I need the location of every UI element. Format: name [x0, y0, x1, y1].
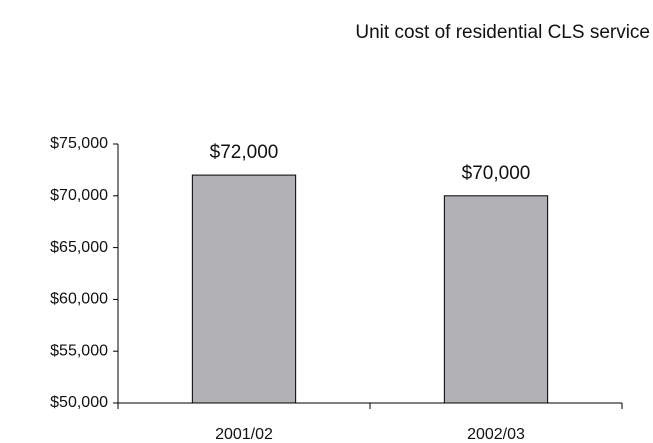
y-tick-label: $55,000 — [50, 342, 108, 359]
bar — [443, 195, 549, 404]
y-tick-label: $65,000 — [50, 239, 108, 256]
chart-title: Unit cost of residential CLS service — [355, 22, 650, 43]
bar — [191, 174, 297, 404]
x-tick-label: 2001/02 — [215, 426, 273, 443]
y-tick-label: $75,000 — [50, 135, 108, 152]
x-tick-label: 2002/03 — [467, 426, 525, 443]
data-label: $70,000 — [462, 163, 531, 184]
y-tick-label: $70,000 — [50, 187, 108, 204]
y-tick-label: $60,000 — [50, 291, 108, 308]
y-tick-label: $50,000 — [50, 394, 108, 411]
data-label: $72,000 — [210, 142, 279, 163]
